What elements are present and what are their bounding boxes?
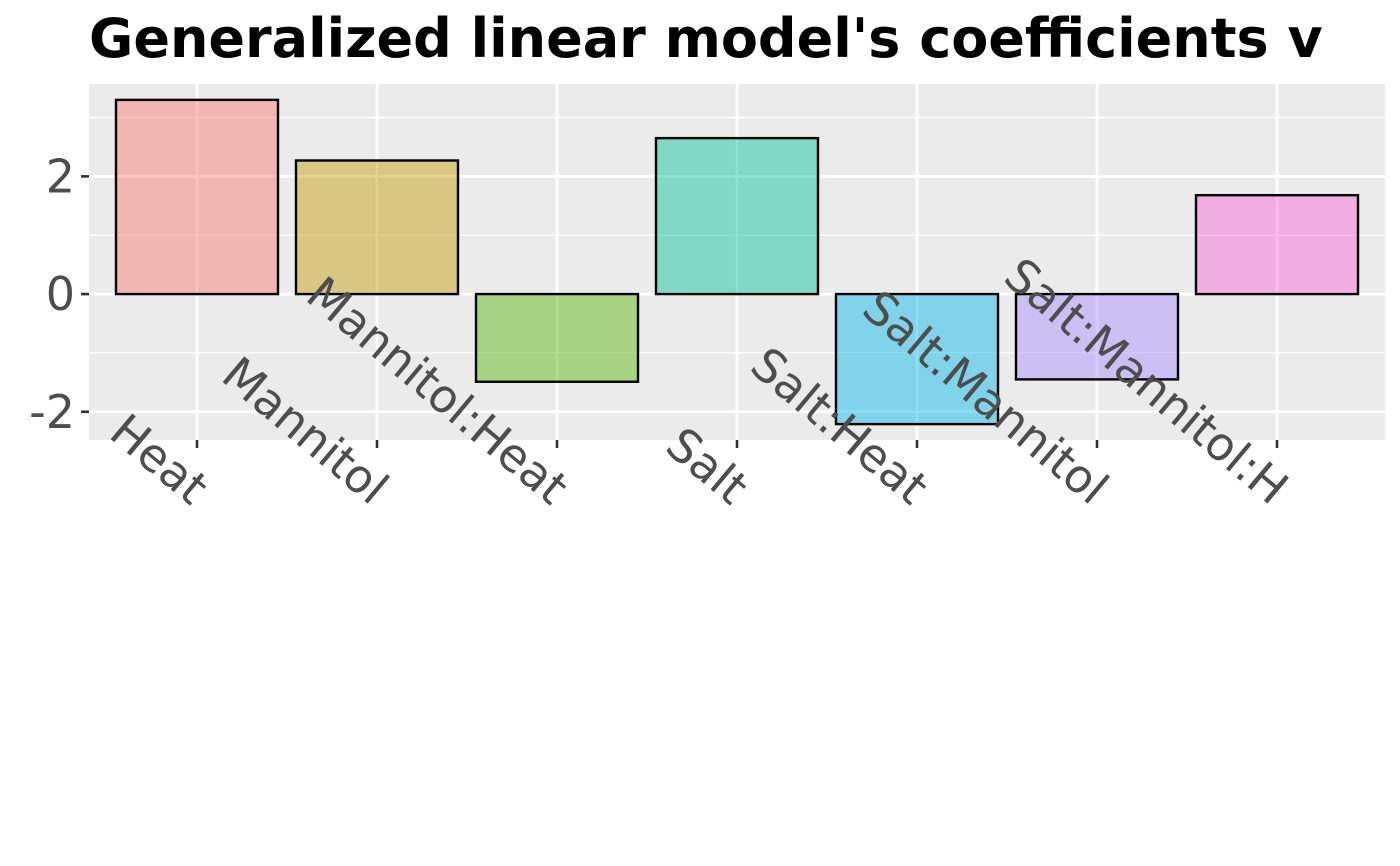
major-gridlines — [89, 84, 1385, 440]
y-axis: -2 0 2 — [29, 149, 89, 439]
y-tick-label: 2 — [46, 149, 75, 203]
bar-salt-heat — [834, 292, 1000, 426]
bar-mannitol-heat — [474, 292, 640, 383]
bar-salt-mannitol — [1014, 292, 1180, 381]
bar-heat — [114, 98, 280, 296]
bar-salt-mannitol-h — [1194, 194, 1360, 296]
y-tick-label: -2 — [29, 385, 75, 439]
chart-title: Generalized linear model's coefficients … — [89, 7, 1323, 70]
y-tick-label: 0 — [46, 267, 75, 321]
bar-mannitol — [294, 159, 460, 296]
bar-salt — [654, 136, 820, 296]
bars — [114, 98, 1360, 426]
